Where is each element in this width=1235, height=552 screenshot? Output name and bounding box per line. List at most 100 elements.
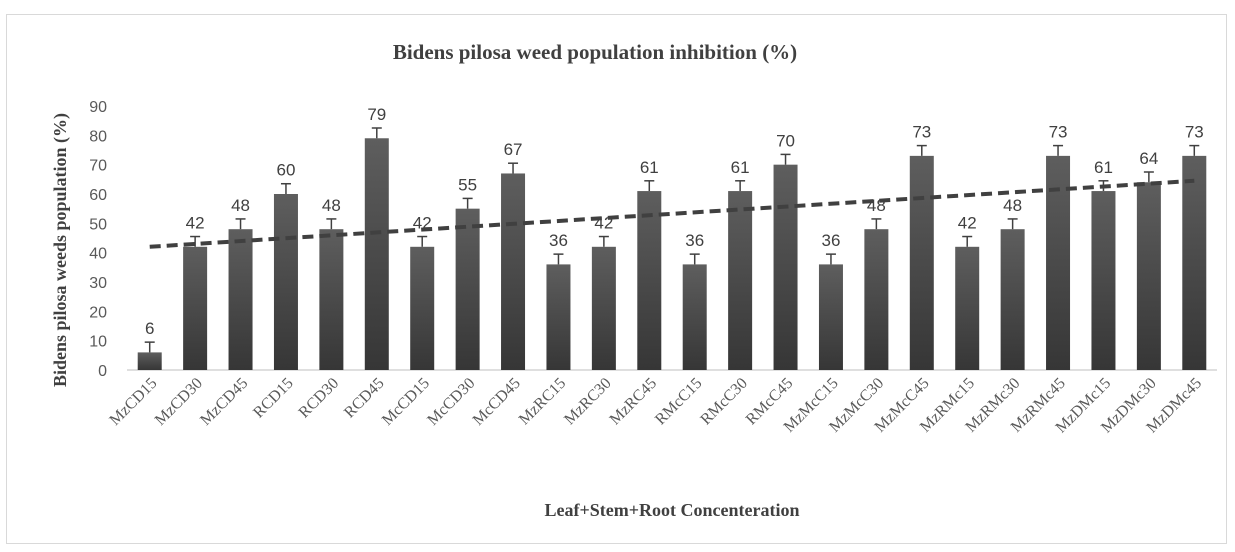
data-label: 36 [821, 231, 840, 250]
data-label: 42 [958, 214, 977, 233]
y-tick-label: 70 [89, 158, 107, 175]
x-tick-label: RMcC30 [697, 375, 751, 429]
bar [1136, 182, 1161, 370]
bar [183, 246, 208, 370]
bar [546, 264, 571, 370]
data-label: 73 [1049, 123, 1068, 142]
data-label: 61 [1094, 158, 1113, 177]
error-bar [1143, 171, 1154, 183]
data-label: 70 [776, 131, 795, 150]
bar [591, 246, 616, 370]
data-labels: 6424860487942556736426136617036487342487… [145, 105, 1204, 338]
error-bars [144, 127, 1200, 353]
y-tick-label: 30 [89, 275, 107, 292]
data-label: 67 [504, 140, 523, 159]
data-label: 36 [685, 231, 704, 250]
data-label: 61 [731, 158, 750, 177]
y-tick-label: 90 [89, 99, 107, 116]
error-bar [1007, 218, 1018, 230]
x-tick-label: RCD30 [296, 375, 343, 422]
x-axis-ticks: MzCD15MzCD30MzCD45RCD15RCD30RCD45McCD15M… [106, 375, 1205, 437]
data-label: 48 [231, 196, 250, 215]
error-bar [371, 127, 382, 139]
data-label: 55 [458, 175, 477, 194]
bar-series [137, 138, 1207, 370]
error-bar [235, 218, 246, 230]
bar [773, 164, 798, 370]
bar [1182, 155, 1207, 370]
data-label: 73 [1185, 123, 1204, 142]
x-tick-label: McCD45 [470, 375, 524, 429]
bar [137, 352, 162, 370]
bar [1091, 191, 1116, 370]
bar [501, 173, 526, 370]
y-tick-label: 20 [89, 304, 107, 321]
error-bar [871, 218, 882, 230]
error-bar [1053, 144, 1064, 156]
data-label: 73 [912, 123, 931, 142]
bar [864, 229, 889, 370]
error-bar [825, 253, 836, 265]
x-tick-label: MzCD15 [106, 375, 160, 429]
x-tick-label: MzRC30 [561, 375, 615, 429]
y-tick-label: 40 [89, 246, 107, 263]
error-bar [326, 218, 337, 230]
error-bar [462, 197, 473, 209]
data-label: 48 [1003, 196, 1022, 215]
y-tick-label: 50 [89, 216, 107, 233]
x-tick-label: RCD15 [250, 375, 297, 422]
bar [410, 246, 435, 370]
y-tick-label: 60 [89, 187, 107, 204]
x-tick-label: MzRC45 [607, 375, 661, 429]
error-bar [780, 153, 791, 165]
error-bar [280, 182, 291, 194]
error-bar [190, 235, 201, 247]
data-label: 6 [145, 319, 154, 338]
y-tick-label: 80 [89, 128, 107, 145]
bar [228, 229, 253, 370]
x-tick-label: McCD15 [379, 375, 433, 429]
bar [364, 138, 389, 370]
bar [637, 191, 662, 370]
x-tick-label: MzCD45 [197, 375, 251, 429]
error-bar [144, 341, 155, 353]
error-bar [962, 235, 973, 247]
data-label: 79 [367, 105, 386, 124]
data-label: 64 [1139, 149, 1158, 168]
error-bar [417, 235, 428, 247]
x-tick-label: MzCD30 [152, 375, 206, 429]
x-tick-label: MzRC15 [516, 375, 570, 429]
bar [909, 155, 934, 370]
error-bar [644, 180, 655, 192]
error-bar [508, 162, 519, 174]
bar [818, 264, 843, 370]
trendline [149, 178, 1195, 249]
y-axis-ticks: 0 10 20 30 40 50 60 70 80 90 [89, 99, 107, 380]
error-bar [598, 235, 609, 247]
bar [1000, 229, 1025, 370]
data-label: 42 [186, 214, 205, 233]
y-axis-title: Bidens pilosa weeds population (%) [50, 113, 71, 387]
bar [728, 191, 753, 370]
bar [955, 246, 980, 370]
chart-title: Bidens pilosa weed population inhibition… [393, 40, 797, 64]
bar [319, 229, 344, 370]
y-tick-label: 10 [89, 334, 107, 351]
error-bar [689, 253, 700, 265]
data-label: 48 [322, 196, 341, 215]
error-bar [1189, 144, 1200, 156]
y-tick-label: 0 [98, 363, 107, 380]
bar [273, 194, 298, 370]
error-bar [553, 253, 564, 265]
data-label: 61 [640, 158, 659, 177]
bar [455, 208, 480, 370]
bar [682, 264, 707, 370]
error-bar [916, 144, 927, 156]
data-label: 60 [276, 161, 295, 180]
error-bar [735, 180, 746, 192]
x-axis-title: Leaf+Stem+Root Concenteration [545, 500, 800, 520]
x-tick-label: McCD30 [424, 375, 478, 429]
x-tick-label: RMcC15 [652, 375, 706, 429]
data-label: 36 [549, 231, 568, 250]
